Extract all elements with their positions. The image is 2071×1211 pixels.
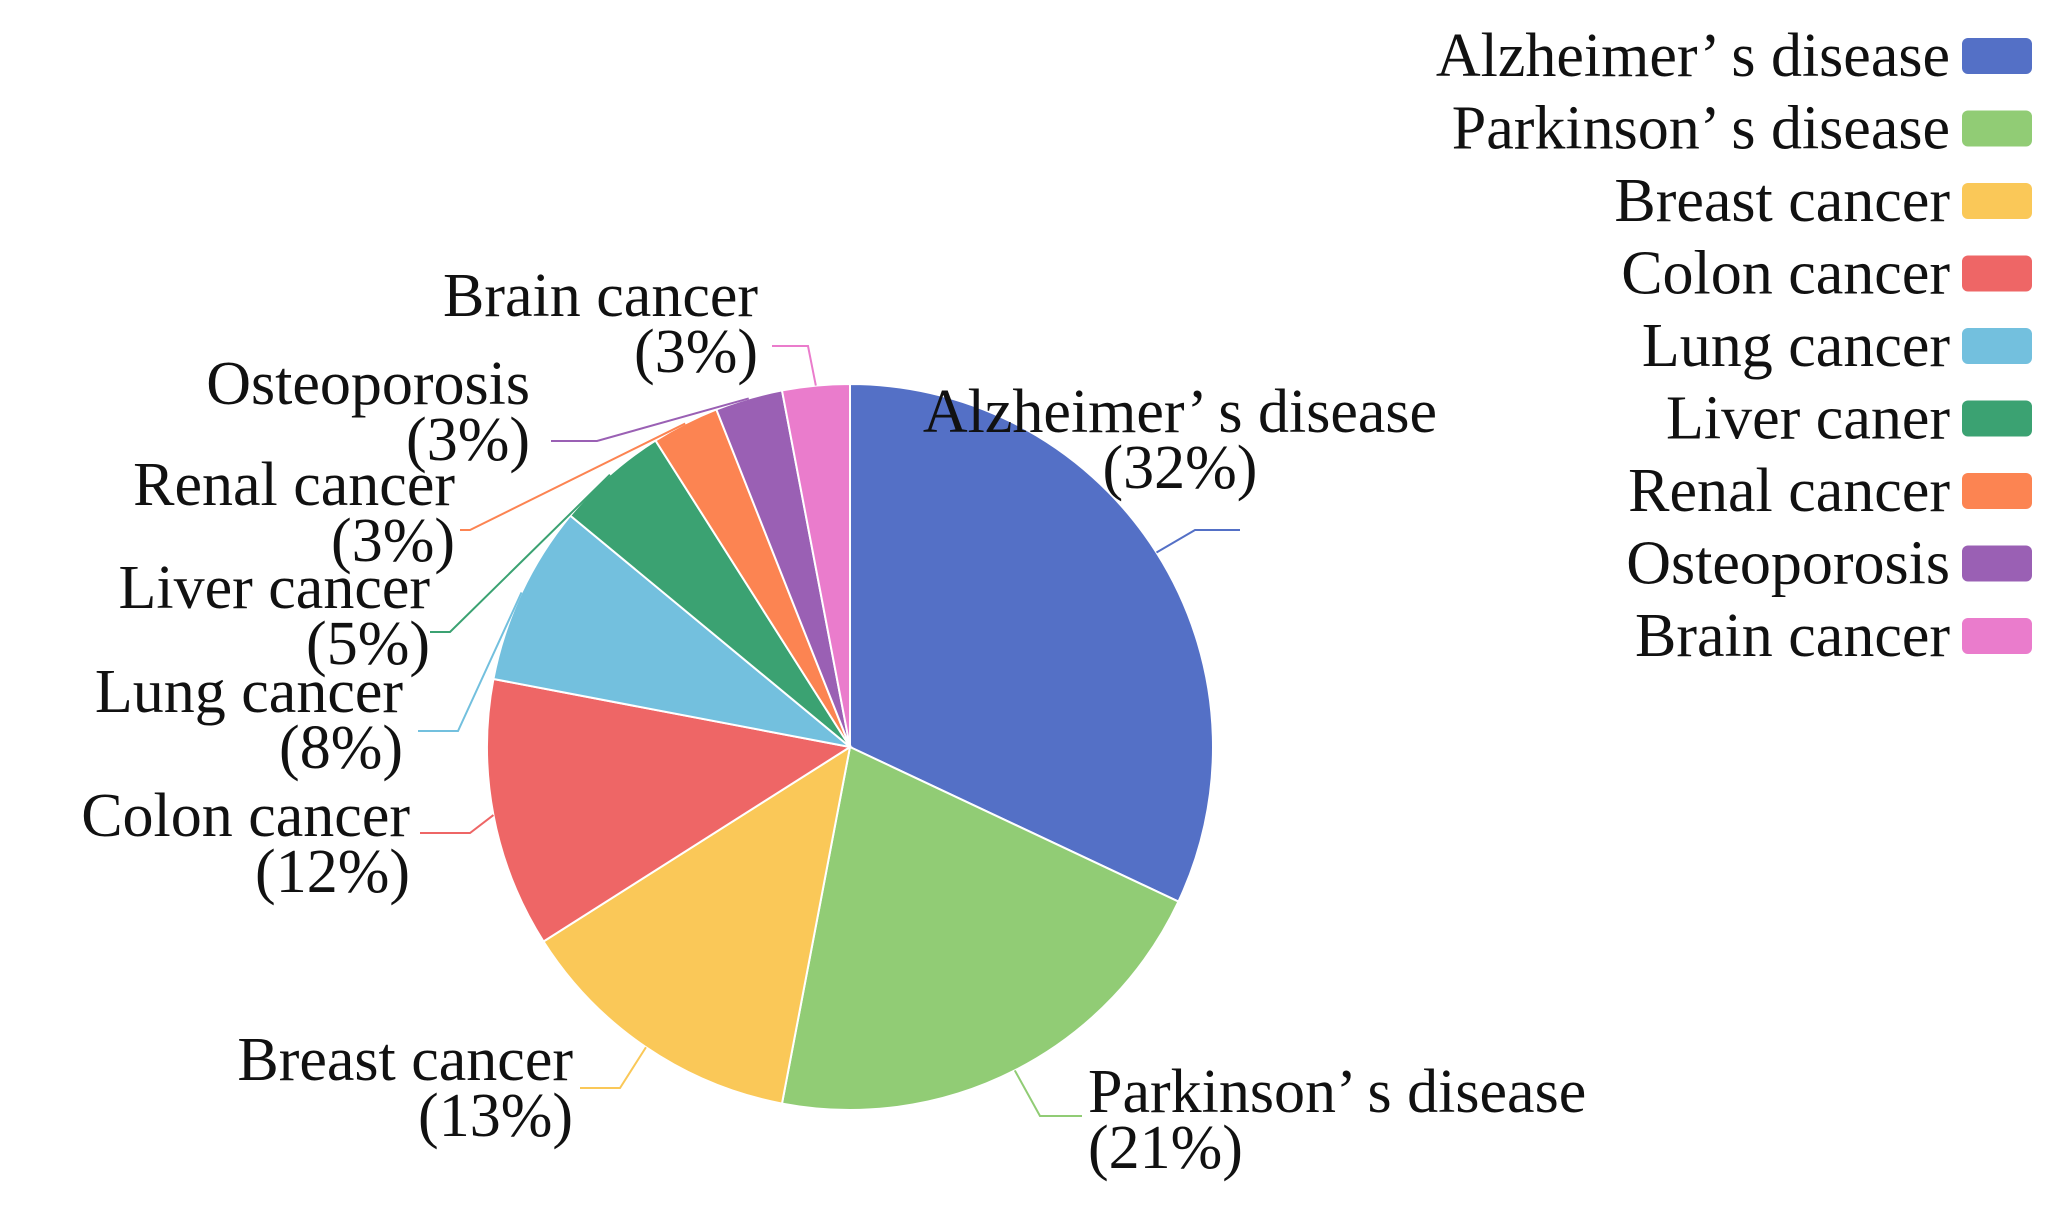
pie-slice-alzheimer-s-disease <box>849 382 1214 903</box>
slice-value-label-colon-cancer: (12%) <box>255 838 410 906</box>
leader-line-osteoporosis <box>551 397 749 442</box>
leader-line-parkinson-s-disease <box>1013 1069 1082 1117</box>
slice-value-label-renal-cancer: (3%) <box>331 507 455 575</box>
slice-value-label-osteoporosis: (3%) <box>406 406 530 474</box>
leader-line-alzheimer-s-disease <box>1155 529 1240 554</box>
pie-slice-parkinson-s-disease <box>780 745 1180 1111</box>
legend-label-osteoporosis: Osteoporosis <box>1626 530 1950 598</box>
leader-lines <box>418 345 1240 1117</box>
slice-label-parkinson-s-disease: Parkinson’ s disease <box>1088 1058 1586 1126</box>
legend-swatch-alzheimer-s-disease <box>1962 38 2032 74</box>
leader-line-lung-cancer <box>418 592 523 732</box>
legend-label-lung-cancer: Lung cancer <box>1642 312 1950 380</box>
slice-label-liver-cancer: Liver cancer <box>119 554 431 622</box>
legend-swatch-breast-cancer <box>1962 183 2032 219</box>
slice-label-lung-cancer: Lung cancer <box>95 658 403 726</box>
slice-label-breast-cancer: Breast cancer <box>237 1026 573 1094</box>
leader-line-liver-cancer <box>430 473 611 633</box>
slice-value-label-brain-cancer: (3%) <box>634 318 758 386</box>
legend-label-parkinson-s-disease: Parkinson’ s disease <box>1452 95 1950 163</box>
slice-label-renal-cancer: Renal cancer <box>133 451 455 519</box>
legend-label-renal-cancer: Renal cancer <box>1628 457 1950 525</box>
slice-label-osteoporosis: Osteoporosis <box>206 350 530 418</box>
legend-label-liver-cancer: Liver caner <box>1666 385 1950 453</box>
slice-label-alzheimer-s-disease: Alzheimer’ s disease <box>923 378 1437 446</box>
slice-value-label-lung-cancer: (8%) <box>279 714 403 782</box>
slice-labels: Alzheimer’ s disease(32%) Parkinson’ s di… <box>81 262 1586 1182</box>
slice-label-colon-cancer: Colon cancer <box>81 782 410 850</box>
leader-line-breast-cancer <box>580 1046 647 1089</box>
pie-slice-colon-cancer <box>486 677 853 943</box>
slice-value-label-alzheimer-s-disease: (32%) <box>1103 434 1258 502</box>
legend-swatch-colon-cancer <box>1962 255 2032 292</box>
legend-swatch-osteoporosis <box>1962 545 2032 582</box>
pie-slices <box>486 382 1214 1111</box>
pie-slice-breast-cancer <box>542 744 852 1105</box>
slice-value-label-parkinson-s-disease: (21%) <box>1088 1114 1243 1182</box>
legend-swatch-parkinson-s-disease <box>1962 110 2032 147</box>
legend-label-brain-cancer: Brain cancer <box>1635 602 1950 670</box>
slice-label-brain-cancer: Brain cancer <box>443 262 758 330</box>
slice-value-label-breast-cancer: (13%) <box>418 1082 573 1150</box>
legend-label-alzheimer-s-disease: Alzheimer’ s disease <box>1436 22 1950 90</box>
leader-line-colon-cancer <box>420 814 495 834</box>
legend-swatch-brain-cancer <box>1962 618 2032 654</box>
legend-label-breast-cancer: Breast cancer <box>1614 167 1950 235</box>
leader-line-renal-cancer <box>460 422 686 531</box>
slice-value-label-liver-cancer: (5%) <box>306 610 430 678</box>
pie-slice-brain-cancer <box>780 382 851 748</box>
legend-swatch-lung-cancer <box>1962 328 2032 364</box>
legend-label-colon-cancer: Colon cancer <box>1621 240 1950 308</box>
legend-swatch-renal-cancer <box>1962 473 2032 509</box>
legend-swatch-liver-cancer <box>1962 400 2032 437</box>
leader-line-brain-cancer <box>772 345 817 386</box>
